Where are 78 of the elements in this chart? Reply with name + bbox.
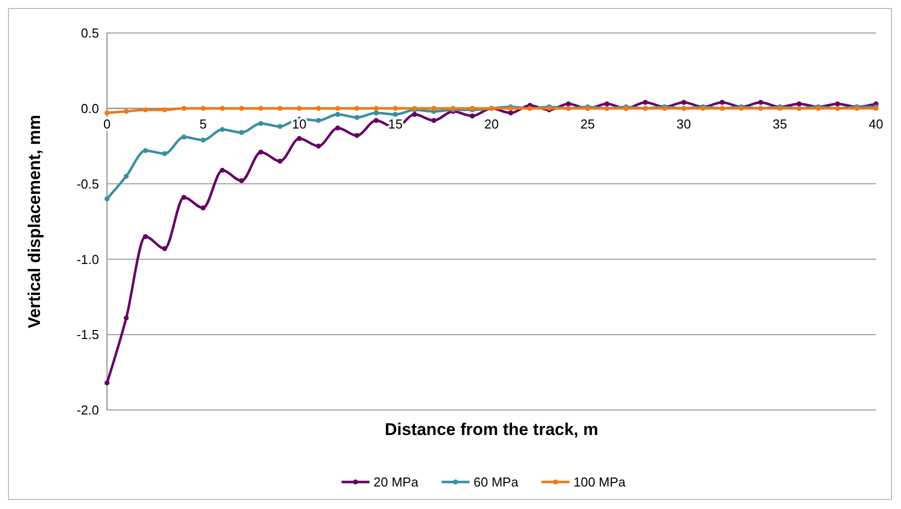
point [181,194,186,200]
point [604,101,610,106]
point [278,124,283,129]
y-tick-label: -0.5 [76,176,99,192]
x-tick-label: 0 [103,116,111,132]
point [124,316,129,321]
y-tick-label: -1.5 [76,327,99,342]
point [392,106,398,111]
point [296,106,302,111]
y-tick-label: -2.0 [76,402,99,418]
x-tick-label: 20 [484,116,499,132]
y-tick-label: 0.5 [80,26,99,41]
legend-label: 20 MPa [374,474,420,490]
y-axis-title: Vertical displacement, mm [25,114,44,328]
point [316,106,321,111]
point [162,246,168,252]
point [431,118,436,123]
point [200,138,206,143]
point [796,101,802,106]
x-tick-label: 5 [200,116,207,132]
point [200,106,206,111]
point [258,150,264,155]
y-tick-label: 0.0 [80,100,99,116]
point [104,380,110,386]
legend-label: 60 MPa [474,474,520,490]
point [124,174,129,179]
point [431,106,436,111]
x-axis-title: Distance from the track, m [384,420,598,439]
point [335,106,340,111]
point [374,106,379,111]
point [374,110,379,116]
point [162,151,168,156]
x-tick-label: 25 [580,116,595,132]
x-tick-label: 35 [772,116,788,132]
point [508,110,514,116]
point [316,144,321,149]
point [104,196,110,202]
point [239,106,244,111]
point [239,130,244,136]
point [412,112,418,117]
point [142,234,148,240]
point [835,101,840,106]
point [181,134,186,140]
point [200,205,206,210]
point [354,133,360,138]
legend-label: 100 MPa [574,474,626,490]
point [220,106,225,111]
point [181,106,186,111]
point [392,112,398,117]
point [278,106,283,111]
point [335,126,340,131]
point [335,112,340,117]
x-tick-label: 30 [676,116,691,132]
point [316,118,321,123]
point [124,108,129,114]
point [142,148,148,154]
point [720,100,725,105]
point [104,110,110,116]
point [239,178,244,184]
point [642,100,648,105]
x-tick-label: 10 [292,116,306,132]
point [220,127,225,132]
point [162,107,168,112]
point [296,136,302,142]
point [278,158,283,164]
x-tick-label: 40 [868,116,884,132]
point [566,101,571,106]
point [354,114,360,120]
point [142,107,148,112]
point [681,100,686,105]
y-tick-label: -1.0 [76,252,99,267]
point [258,120,264,126]
point [258,106,264,111]
point [470,113,475,118]
point [220,168,225,173]
point [758,100,764,105]
point [354,106,360,111]
point [374,118,379,123]
